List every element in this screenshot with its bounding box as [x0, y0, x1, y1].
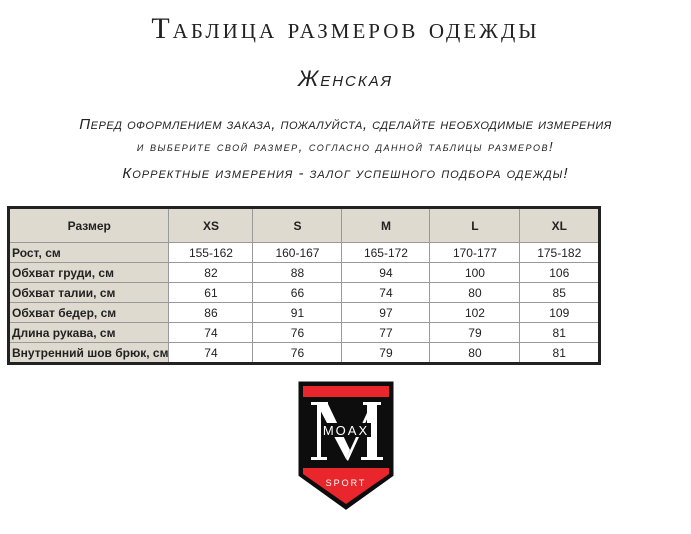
- instruction-line-2: и выберите свой размер, согласно данной …: [136, 139, 555, 154]
- table-row: Рост, см 155-162 160-167 165-172 170-177 175-…: [7, 242, 600, 263]
- value-cell: 165-172: [341, 242, 431, 263]
- subtitle: Женская: [298, 66, 393, 91]
- value-cell: 97: [341, 302, 431, 323]
- row-label: Внутренний шов брюк, см: [7, 342, 170, 364]
- instruction-line-1: Перед оформлением заказа, пожалуйста, сд…: [79, 116, 612, 133]
- value-cell: 82: [168, 262, 254, 283]
- value-cell: 170-177: [429, 242, 521, 263]
- value-cell: 155-162: [168, 242, 254, 263]
- value-cell: 94: [341, 262, 431, 283]
- page-title: Таблица размеров одежды: [151, 12, 540, 45]
- value-cell: 80: [429, 342, 521, 364]
- table-row: Длина рукава, см 74 76 77 79 81: [7, 322, 600, 343]
- value-cell: 81: [519, 322, 600, 343]
- value-cell: 160-167: [252, 242, 343, 263]
- value-cell: 102: [429, 302, 521, 323]
- value-cell: 91: [252, 302, 343, 323]
- row-label: Длина рукава, см: [7, 322, 170, 343]
- value-cell: 74: [168, 342, 254, 364]
- header-row: Размер XS S M L XL: [7, 207, 600, 243]
- value-cell: 85: [519, 282, 600, 303]
- logo-brand: MOAX: [323, 423, 369, 438]
- value-cell: 76: [252, 342, 343, 364]
- value-cell: 77: [341, 322, 431, 343]
- value-cell: 106: [519, 262, 600, 283]
- header-cell: S: [252, 207, 343, 243]
- value-cell: 74: [168, 322, 254, 343]
- header-cell: Размер: [7, 207, 170, 243]
- instruction-line-3: Корректные измерения - залог успешного п…: [122, 165, 569, 182]
- row-label: Обхват талии, см: [7, 282, 170, 303]
- value-cell: 100: [429, 262, 521, 283]
- table-row: Обхват бедер, см 86 91 97 102 109: [7, 302, 600, 323]
- value-cell: 79: [341, 342, 431, 364]
- header-cell: M: [341, 207, 431, 243]
- table-row: Внутренний шов брюк, см 74 76 79 80 81: [7, 342, 600, 364]
- value-cell: 88: [252, 262, 343, 283]
- size-table: Размер XS S M L XL Рост, см 155-162 160-167 165-1…: [7, 206, 601, 365]
- row-label: Обхват бедер, см: [7, 302, 170, 323]
- value-cell: 61: [168, 282, 254, 303]
- header-cell: XL: [519, 207, 600, 243]
- value-cell: 80: [429, 282, 521, 303]
- table-row: Обхват груди, см 82 88 94 100 106: [7, 262, 600, 283]
- logo-tagline: SPORT: [326, 478, 367, 488]
- value-cell: 66: [252, 282, 343, 303]
- value-cell: 74: [341, 282, 431, 303]
- value-cell: 175-182: [519, 242, 600, 263]
- moax-sport-logo: MOAX SPORT: [298, 381, 394, 510]
- value-cell: 76: [252, 322, 343, 343]
- row-label: Обхват груди, см: [7, 262, 170, 283]
- header-cell: L: [429, 207, 521, 243]
- value-cell: 86: [168, 302, 254, 323]
- value-cell: 81: [519, 342, 600, 364]
- header-cell: XS: [168, 207, 254, 243]
- value-cell: 79: [429, 322, 521, 343]
- table-row: Обхват талии, см 61 66 74 80 85: [7, 282, 600, 303]
- value-cell: 109: [519, 302, 600, 323]
- row-label: Рост, см: [7, 242, 170, 263]
